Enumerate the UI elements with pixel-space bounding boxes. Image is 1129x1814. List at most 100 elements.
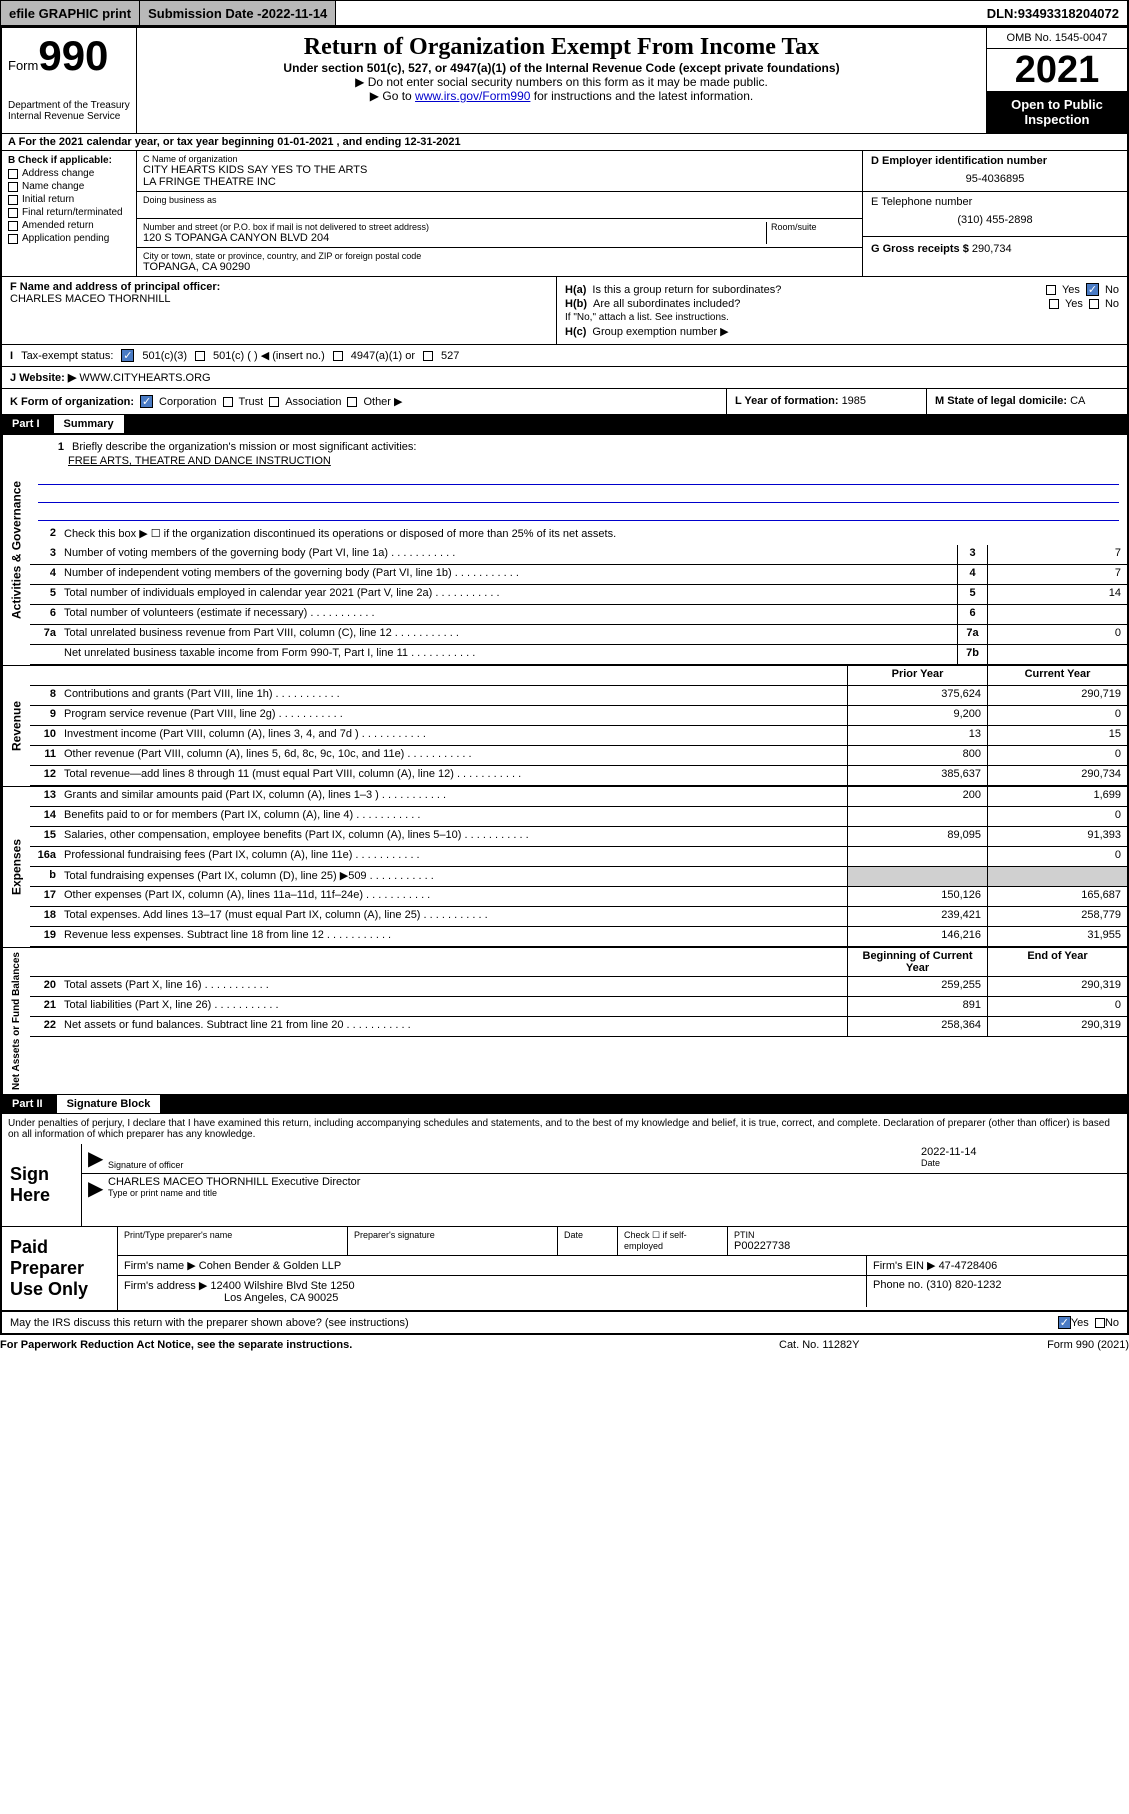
state-domicile: M State of legal domicile: CA: [927, 389, 1127, 414]
sign-here-label: Sign Here: [2, 1144, 82, 1226]
col-beginning: Beginning of Current Year: [847, 948, 987, 976]
firm-name: Cohen Bender & Golden LLP: [199, 1260, 342, 1272]
chk-app-pending[interactable]: [8, 234, 18, 244]
mission-label: Briefly describe the organization's miss…: [68, 439, 1119, 455]
line-22: Net assets or fund balances. Subtract li…: [60, 1017, 847, 1036]
footer-catno: Cat. No. 11282Y: [779, 1339, 979, 1351]
dln: DLN: 93493318204072: [979, 1, 1128, 25]
firm-phone: (310) 820-1232: [926, 1279, 1001, 1291]
firm-address-2: Los Angeles, CA 90025: [124, 1292, 338, 1304]
mission-value: FREE ARTS, THEATRE AND DANCE INSTRUCTION: [38, 455, 1119, 467]
chk-527[interactable]: [423, 351, 433, 361]
efile-print-button[interactable]: efile GRAPHIC print: [1, 1, 140, 25]
chk-discuss-yes[interactable]: ✓: [1058, 1316, 1071, 1329]
col-end: End of Year: [987, 948, 1127, 976]
form-number: 990: [38, 32, 108, 79]
form-header: Form990 Department of the Treasury Inter…: [2, 28, 1127, 133]
chk-hb-yes[interactable]: [1049, 299, 1059, 309]
chk-501c3[interactable]: ✓: [121, 349, 134, 362]
ssn-warning: Do not enter social security numbers on …: [147, 75, 976, 89]
perjury-declaration: Under penalties of perjury, I declare th…: [2, 1114, 1127, 1144]
omb-number: OMB No. 1545-0047: [987, 28, 1127, 49]
line-17: Other expenses (Part IX, column (A), lin…: [60, 887, 847, 906]
section-expenses: Expenses: [2, 787, 30, 947]
box-e-phone: E Telephone number (310) 455-2898: [863, 191, 1127, 236]
line-7a: Total unrelated business revenue from Pa…: [60, 625, 957, 644]
website-field: J Website: ▶ WWW.CITYHEARTS.ORG: [10, 371, 1119, 384]
chk-initial-return[interactable]: [8, 195, 18, 205]
chk-amended[interactable]: [8, 221, 18, 231]
firm-ein: 47-4728406: [939, 1260, 998, 1272]
line-16a: Professional fundraising fees (Part IX, …: [60, 847, 847, 866]
paid-preparer-label: Paid Preparer Use Only: [2, 1227, 117, 1310]
line-8: Contributions and grants (Part VIII, lin…: [60, 686, 847, 705]
instructions-link-line: Go to www.irs.gov/Form990 for instructio…: [147, 89, 976, 103]
subtitle-section: Under section 501(c), 527, or 4947(a)(1)…: [147, 61, 976, 75]
line-9: Program service revenue (Part VIII, line…: [60, 706, 847, 725]
line-13: Grants and similar amounts paid (Part IX…: [60, 787, 847, 806]
col-current-year: Current Year: [987, 666, 1127, 685]
line-15: Salaries, other compensation, employee b…: [60, 827, 847, 846]
irs-link[interactable]: www.irs.gov/Form990: [415, 89, 530, 103]
open-public-badge: Open to Public Inspection: [987, 91, 1127, 133]
chk-4947[interactable]: [333, 351, 343, 361]
col-prior-year: Prior Year: [847, 666, 987, 685]
box-f-officer: F Name and address of principal officer:…: [2, 277, 557, 344]
line-b: Total fundraising expenses (Part IX, col…: [60, 867, 847, 886]
chk-association[interactable]: [269, 397, 279, 407]
line-4: Number of independent voting members of …: [60, 565, 957, 584]
chk-address-change[interactable]: [8, 169, 18, 179]
officer-name: CHARLES MACEO THORNHILL Executive Direct…: [108, 1176, 1121, 1188]
dba-label: Doing business as: [143, 195, 856, 205]
prep-sig-label: Preparer's signature: [354, 1230, 551, 1240]
box-d-ein: D Employer identification number 95-4036…: [871, 155, 1119, 185]
line-2: Check this box ▶ ☐ if the organization d…: [60, 525, 1127, 545]
line-11: Other revenue (Part VIII, column (A), li…: [60, 746, 847, 765]
chk-501c[interactable]: [195, 351, 205, 361]
box-b-checkboxes: B Check if applicable: Address change Na…: [2, 151, 137, 276]
form-prefix: Form: [8, 58, 38, 73]
topbar: efile GRAPHIC print Submission Date - 20…: [0, 0, 1129, 26]
address-label: Number and street (or P.O. box if mail i…: [143, 222, 766, 232]
prep-date-label: Date: [564, 1230, 611, 1240]
line-: Net unrelated business taxable income fr…: [60, 645, 957, 664]
submission-date: Submission Date - 2022-11-14: [140, 1, 336, 25]
chk-name-change[interactable]: [8, 182, 18, 192]
tax-exempt-status: ITax-exempt status: ✓501(c)(3) 501(c) ( …: [2, 344, 1127, 366]
line-14: Benefits paid to or for members (Part IX…: [60, 807, 847, 826]
box-g-receipts: G Gross receipts $ 290,734: [863, 236, 1127, 261]
chk-ha-yes[interactable]: [1046, 285, 1056, 295]
address-value: 120 S TOPANGA CANYON BLVD 204: [143, 232, 766, 244]
chk-final-return[interactable]: [8, 208, 18, 218]
section-net-assets: Net Assets or Fund Balances: [2, 948, 30, 1094]
chk-ha-no[interactable]: ✓: [1086, 283, 1099, 296]
footer-form: Form 990 (2021): [979, 1339, 1129, 1351]
footer-paperwork: For Paperwork Reduction Act Notice, see …: [0, 1339, 779, 1351]
room-label: Room/suite: [771, 222, 856, 232]
may-discuss-row: May the IRS discuss this return with the…: [2, 1311, 1127, 1333]
chk-hb-no[interactable]: [1089, 299, 1099, 309]
chk-corporation[interactable]: ✓: [140, 395, 153, 408]
prep-name-label: Print/Type preparer's name: [124, 1230, 341, 1240]
chk-discuss-no[interactable]: [1095, 1318, 1105, 1328]
tax-year: 2021: [987, 49, 1127, 91]
part-2-header: Part II Signature Block: [2, 1094, 1127, 1114]
ptin-value: P00227738: [734, 1240, 1121, 1252]
form-of-org: K Form of organization: ✓Corporation Tru…: [2, 389, 727, 414]
self-employed-check: Check ☐ if self-employed: [618, 1227, 728, 1255]
line-6: Total number of volunteers (estimate if …: [60, 605, 957, 624]
section-activities-governance: Activities & Governance: [2, 435, 30, 665]
line-12: Total revenue—add lines 8 through 11 (mu…: [60, 766, 847, 785]
line-20: Total assets (Part X, line 16): [60, 977, 847, 996]
chk-trust[interactable]: [223, 397, 233, 407]
year-formation: L Year of formation: 1985: [727, 389, 927, 414]
line-21: Total liabilities (Part X, line 26): [60, 997, 847, 1016]
box-h: H(a)Is this a group return for subordina…: [557, 277, 1127, 344]
row-a-tax-year: A For the 2021 calendar year, or tax yea…: [2, 133, 1127, 150]
sig-officer-label: Signature of officer: [108, 1160, 921, 1170]
line-18: Total expenses. Add lines 13–17 (must eq…: [60, 907, 847, 926]
line-5: Total number of individuals employed in …: [60, 585, 957, 604]
section-revenue: Revenue: [2, 666, 30, 786]
chk-other[interactable]: [347, 397, 357, 407]
city-label: City or town, state or province, country…: [143, 251, 856, 261]
